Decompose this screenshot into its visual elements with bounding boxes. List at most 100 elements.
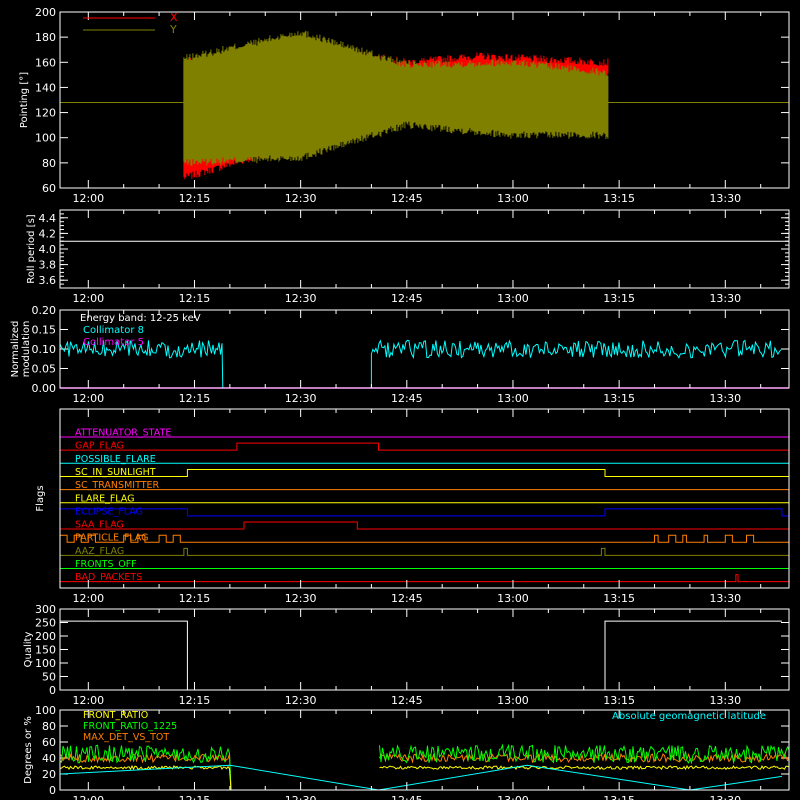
quality-xtick-label: 12:45 [391,694,423,707]
flag-label-flare-flag: FLARE_FLAG [75,493,135,504]
roll-ylabel-group: Roll period [s] [26,214,37,283]
pointing-xtick-label: 13:30 [709,192,741,205]
quality-ytick-label: 200 [35,630,56,643]
roll-xtick-label: 13:30 [709,292,741,305]
flags-xtick-label: 13:15 [603,592,635,605]
pointing-xtick-label: 12:00 [72,192,104,205]
ratios-frame [59,709,790,791]
roll-frame [59,209,790,289]
quality-ytick-label: 50 [42,671,56,684]
flag-line-saa-flag [60,521,789,530]
flags-xtick-label: 13:00 [497,592,529,605]
modulation-ylabel-2: modulation [21,321,32,378]
series-y-band [183,30,609,166]
ratios-ytick-label: 40 [42,752,56,765]
flags-xtick-label: 12:00 [72,592,104,605]
quality-ytick-label: 100 [35,657,56,670]
quality-xtick-label: 13:00 [497,694,529,707]
ratios-ytick-label: 80 [42,720,56,733]
modulation-ytick-label: 0.00 [32,382,57,395]
ratios-ytick-label: 0 [49,784,56,797]
pointing-ytick-label: 120 [35,107,56,120]
legend-label-front-ratio-1225: FRONT_RATIO_1225 [83,721,177,732]
modulation-xtick-label: 13:00 [497,392,529,405]
series-collimator-8-seg [59,340,224,389]
quality-ytick-label: 300 [35,603,56,616]
roll-ylabel: Roll period [s] [26,214,37,283]
pointing-xtick-label: 12:45 [391,192,423,205]
modulation-ylabel-group: Normalized modulation [10,321,32,378]
modulation-xtick-label: 12:30 [285,392,317,405]
flag-label-possible-flare: POSSIBLE_FLARE [75,454,156,465]
quality-ytick-label: 150 [35,644,56,657]
pointing-ytick-label: 60 [42,182,56,195]
flag-label-aaz-flag: AAZ_FLAG [75,546,124,557]
roll-ytick-label: 3.6 [39,274,57,287]
quality-xtick-label: 12:00 [72,694,104,707]
ratios-xtick-label: 13:00 [497,794,529,800]
flags-ylabel: Flags [35,485,46,511]
roll-xtick-label: 12:15 [179,292,211,305]
modulation-xtick-label: 12:00 [72,392,104,405]
flag-line-eclipse-flag [59,508,789,517]
ratios-xtick-label: 12:15 [179,794,211,800]
flag-line-bad-packets [60,574,789,583]
flags-xtick-label: 12:30 [285,592,317,605]
pointing-ytick-label: 160 [35,56,56,69]
quality-xtick-label: 12:30 [285,694,317,707]
roll-xtick-label: 12:30 [285,292,317,305]
ratios-ytick-label: 100 [35,704,56,717]
flag-label-bad-packets: BAD_PACKETS [75,572,142,583]
modulation-xtick-label: 12:45 [391,392,423,405]
ratios-ytick-label: 60 [42,736,56,749]
roll-xtick-label: 12:00 [72,292,104,305]
ratios-xtick-label: 12:45 [391,794,423,800]
legend-label-y: Y [169,23,177,36]
roll-ytick-label: 4.0 [39,243,57,256]
flag-label-gap-flag: GAP_FLAG [75,441,124,452]
series-collimator-8-seg [370,339,782,388]
pointing-ytick-label: 80 [42,157,56,170]
quality-xtick-label: 13:30 [709,694,741,707]
pointing-ylabel-group: Pointing [°] [19,72,30,128]
pointing-ytick-label: 100 [35,132,56,145]
modulation-xtick-label: 12:15 [179,392,211,405]
roll-ytick-label: 4.4 [39,212,57,225]
legend-label-collimator: Collimator 8 [83,325,144,336]
flags-xtick-label: 12:45 [391,592,423,605]
flag-line-aaz-flag [60,547,789,556]
ratios-xtick-label: 12:00 [72,794,104,800]
pointing-xtick-label: 12:30 [285,192,317,205]
legend-label-x: X [170,11,178,24]
pointing-ylabel: Pointing [°] [19,72,30,128]
series-front-ratio [59,764,790,791]
quality-ytick-label: 0 [49,684,56,697]
quality-ylabel: Quality [23,632,34,668]
flag-label-particle-flag: PARTICLE_FLAG [75,533,148,544]
pointing-xtick-label: 13:00 [497,192,529,205]
geomagnetic-latitude-label: Absolute geomagnetic latitude [612,711,766,722]
quality-frame [59,608,790,691]
pointing-ytick-label: 140 [35,81,56,94]
flag-label-saa-flag: SAA_FLAG [75,520,124,531]
flags-xtick-label: 13:30 [709,592,741,605]
flags-xtick-label: 12:15 [179,592,211,605]
modulation-ytick-label: 0.10 [32,343,57,356]
modulation-ytick-label: 0.05 [32,363,57,376]
ratios-xtick-label: 13:15 [603,794,635,800]
legend-label-collimator: Collimator 5 [83,337,144,348]
modulation-ytick-label: 0.15 [32,324,57,337]
pointing-ytick-label: 180 [35,31,56,44]
ratios-ylabel-group: Degrees or % [23,716,34,784]
modulation-frame [59,309,790,389]
modulation-xtick-label: 13:15 [603,392,635,405]
flag-label-sc-transmitter: SC_TRANSMITTER [75,480,160,491]
ratios-xtick-label: 12:30 [285,794,317,800]
pointing-xtick-label: 13:15 [603,192,635,205]
ratios-ytick-label: 20 [42,768,56,781]
pointing-ytick-label: 200 [35,6,56,19]
flag-line-particle-flag [59,534,789,543]
flags-frame [59,408,790,589]
quality-ytick-label: 250 [35,617,56,630]
